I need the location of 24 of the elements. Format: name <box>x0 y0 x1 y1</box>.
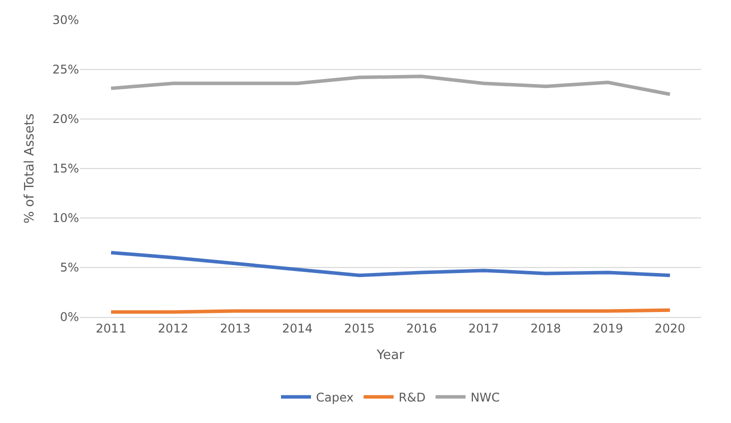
y-tick-label: 15% <box>52 162 79 176</box>
y-tick-label: 0% <box>60 310 79 324</box>
x-tick-label: 2016 <box>406 321 437 336</box>
x-tick-label: 2013 <box>220 321 251 336</box>
y-axis-title: % of Total Assets <box>22 113 38 224</box>
y-tick-label: 25% <box>52 62 79 77</box>
x-tick-label: 2017 <box>468 321 499 336</box>
x-tick-label: 2018 <box>530 321 562 336</box>
legend-label: R&D <box>398 390 426 405</box>
line-series <box>109 250 672 278</box>
line-series <box>109 74 672 96</box>
x-tick-label: 2011 <box>96 321 126 336</box>
y-tick-label: 5% <box>60 260 79 275</box>
x-tick-label: 2020 <box>654 321 686 336</box>
legend-label: NWC <box>470 390 500 405</box>
x-tick-label: 2015 <box>344 321 375 336</box>
x-tick-label: 2019 <box>592 321 624 336</box>
y-tick-label: 20% <box>52 112 79 126</box>
y-tick-label: 10% <box>52 211 79 226</box>
legend-label: Capex <box>316 390 354 405</box>
x-tick-label: 2014 <box>282 321 313 336</box>
y-tick-label: 30% <box>52 13 79 28</box>
x-tick-label: 2012 <box>158 321 188 336</box>
x-axis-title: Year <box>376 348 405 363</box>
